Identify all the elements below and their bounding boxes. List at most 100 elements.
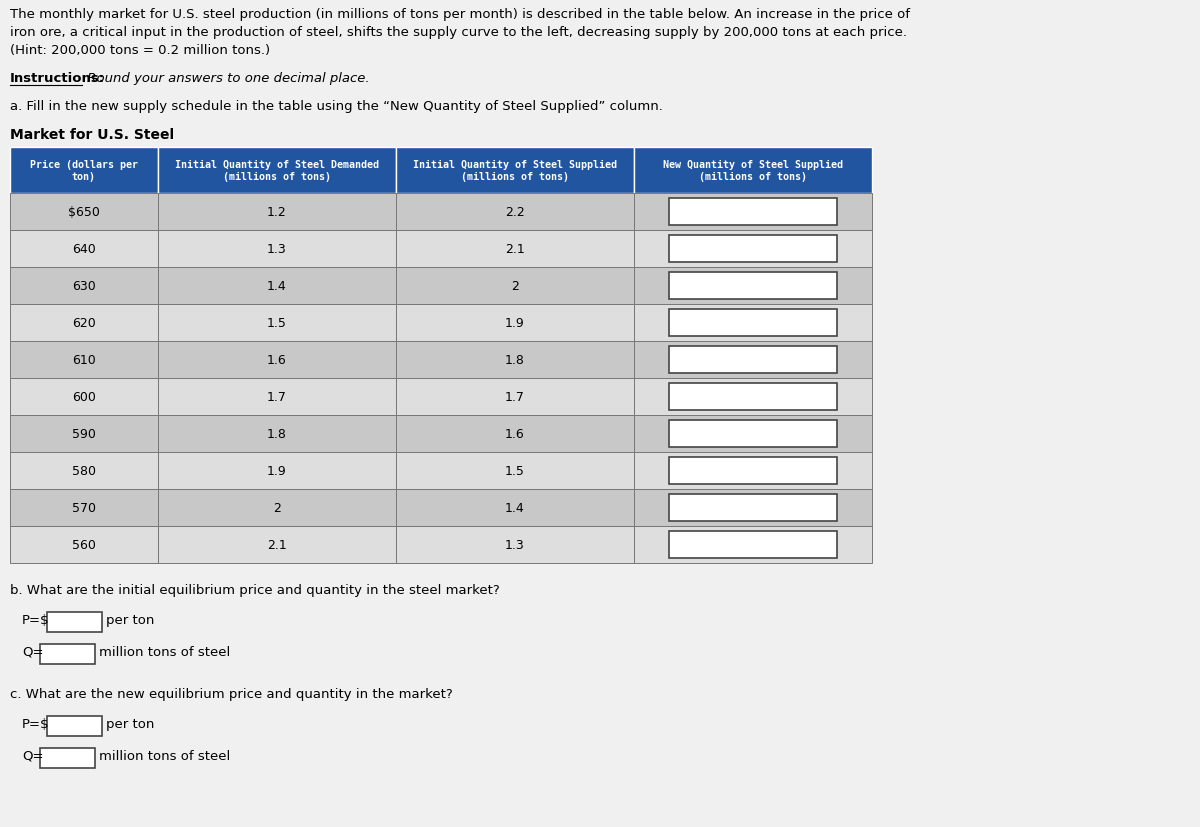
Bar	[634, 342, 872, 379]
Text: 1.5: 1.5	[505, 465, 524, 477]
Text: $650: $650	[68, 206, 100, 218]
Bar	[396, 148, 634, 194]
Bar	[670, 347, 838, 374]
Text: iron ore, a critical input in the production of steel, shifts the supply curve t: iron ore, a critical input in the produc…	[10, 26, 907, 39]
Bar	[670, 309, 838, 337]
Bar	[634, 490, 872, 526]
Text: 1.7: 1.7	[268, 390, 287, 404]
Text: P=$: P=$	[22, 717, 49, 730]
Bar	[10, 231, 158, 268]
Bar	[10, 342, 158, 379]
Bar	[634, 148, 872, 194]
Bar	[396, 268, 634, 304]
Bar	[396, 379, 634, 415]
Bar	[158, 452, 396, 490]
Text: 1.7: 1.7	[505, 390, 524, 404]
Bar	[634, 379, 872, 415]
Text: 630: 630	[72, 280, 96, 293]
Bar	[670, 384, 838, 410]
Bar	[396, 452, 634, 490]
Bar	[10, 304, 158, 342]
Bar	[158, 490, 396, 526]
Bar	[158, 148, 396, 194]
Bar	[396, 490, 634, 526]
Bar	[634, 304, 872, 342]
Bar	[670, 532, 838, 558]
Text: (Hint: 200,000 tons = 0.2 million tons.): (Hint: 200,000 tons = 0.2 million tons.)	[10, 44, 270, 57]
Bar	[10, 148, 158, 194]
Bar	[396, 231, 634, 268]
Text: The monthly market for U.S. steel production (in millions of tons per month) is : The monthly market for U.S. steel produc…	[10, 8, 910, 21]
Text: per ton: per ton	[106, 614, 155, 626]
Text: Initial Quantity of Steel Demanded
(millions of tons): Initial Quantity of Steel Demanded (mill…	[175, 160, 379, 182]
Bar	[634, 415, 872, 452]
Bar	[396, 194, 634, 231]
Bar	[634, 268, 872, 304]
Text: Q=: Q=	[22, 645, 43, 658]
Text: 640: 640	[72, 242, 96, 256]
Text: Market for U.S. Steel: Market for U.S. Steel	[10, 128, 174, 141]
Bar	[670, 198, 838, 226]
Bar	[158, 194, 396, 231]
Text: Q=: Q=	[22, 749, 43, 762]
Text: 1.4: 1.4	[505, 501, 524, 514]
Text: Price (dollars per
ton): Price (dollars per ton)	[30, 160, 138, 182]
Bar	[10, 268, 158, 304]
Bar	[634, 194, 872, 231]
Text: 2.2: 2.2	[505, 206, 524, 218]
Bar	[396, 342, 634, 379]
Text: 1.6: 1.6	[505, 428, 524, 441]
Bar	[396, 304, 634, 342]
Text: 1.9: 1.9	[505, 317, 524, 330]
Text: Instructions:: Instructions:	[10, 72, 106, 85]
Text: 1.3: 1.3	[505, 538, 524, 552]
Text: 570: 570	[72, 501, 96, 514]
Bar	[634, 452, 872, 490]
Bar	[10, 452, 158, 490]
Text: New Quantity of Steel Supplied
(millions of tons): New Quantity of Steel Supplied (millions…	[662, 160, 842, 182]
Bar	[10, 194, 158, 231]
Text: 1.8: 1.8	[268, 428, 287, 441]
Bar	[158, 379, 396, 415]
Bar	[396, 526, 634, 563]
Text: 2.1: 2.1	[505, 242, 524, 256]
Bar	[634, 526, 872, 563]
Text: 1.5: 1.5	[268, 317, 287, 330]
Text: million tons of steel: million tons of steel	[98, 749, 230, 762]
Bar	[670, 457, 838, 485]
Text: a. Fill in the new supply schedule in the table using the “New Quantity of Steel: a. Fill in the new supply schedule in th…	[10, 100, 662, 112]
Bar	[40, 748, 95, 768]
Text: 1.9: 1.9	[268, 465, 287, 477]
Text: b. What are the initial equilibrium price and quantity in the steel market?: b. What are the initial equilibrium pric…	[10, 583, 499, 596]
Text: 2: 2	[511, 280, 518, 293]
Text: 560: 560	[72, 538, 96, 552]
Bar	[670, 420, 838, 447]
Bar	[670, 236, 838, 263]
Bar	[10, 490, 158, 526]
Text: 1.4: 1.4	[268, 280, 287, 293]
Text: 610: 610	[72, 354, 96, 366]
Bar	[47, 716, 102, 736]
Text: 1.6: 1.6	[268, 354, 287, 366]
Text: million tons of steel: million tons of steel	[98, 645, 230, 658]
Bar	[158, 231, 396, 268]
Bar	[158, 526, 396, 563]
Text: 590: 590	[72, 428, 96, 441]
Text: c. What are the new equilibrium price and quantity in the market?: c. What are the new equilibrium price an…	[10, 687, 452, 700]
Bar	[634, 231, 872, 268]
Text: 580: 580	[72, 465, 96, 477]
Bar	[40, 644, 95, 664]
Text: 2: 2	[274, 501, 281, 514]
Bar	[158, 268, 396, 304]
Bar	[10, 526, 158, 563]
Text: P=$: P=$	[22, 614, 49, 626]
Bar	[396, 415, 634, 452]
Bar	[670, 495, 838, 521]
Bar	[158, 415, 396, 452]
Bar	[10, 415, 158, 452]
Bar	[10, 379, 158, 415]
Bar	[158, 342, 396, 379]
Text: Round your answers to one decimal place.: Round your answers to one decimal place.	[83, 72, 370, 85]
Bar	[47, 612, 102, 632]
Text: 1.2: 1.2	[268, 206, 287, 218]
